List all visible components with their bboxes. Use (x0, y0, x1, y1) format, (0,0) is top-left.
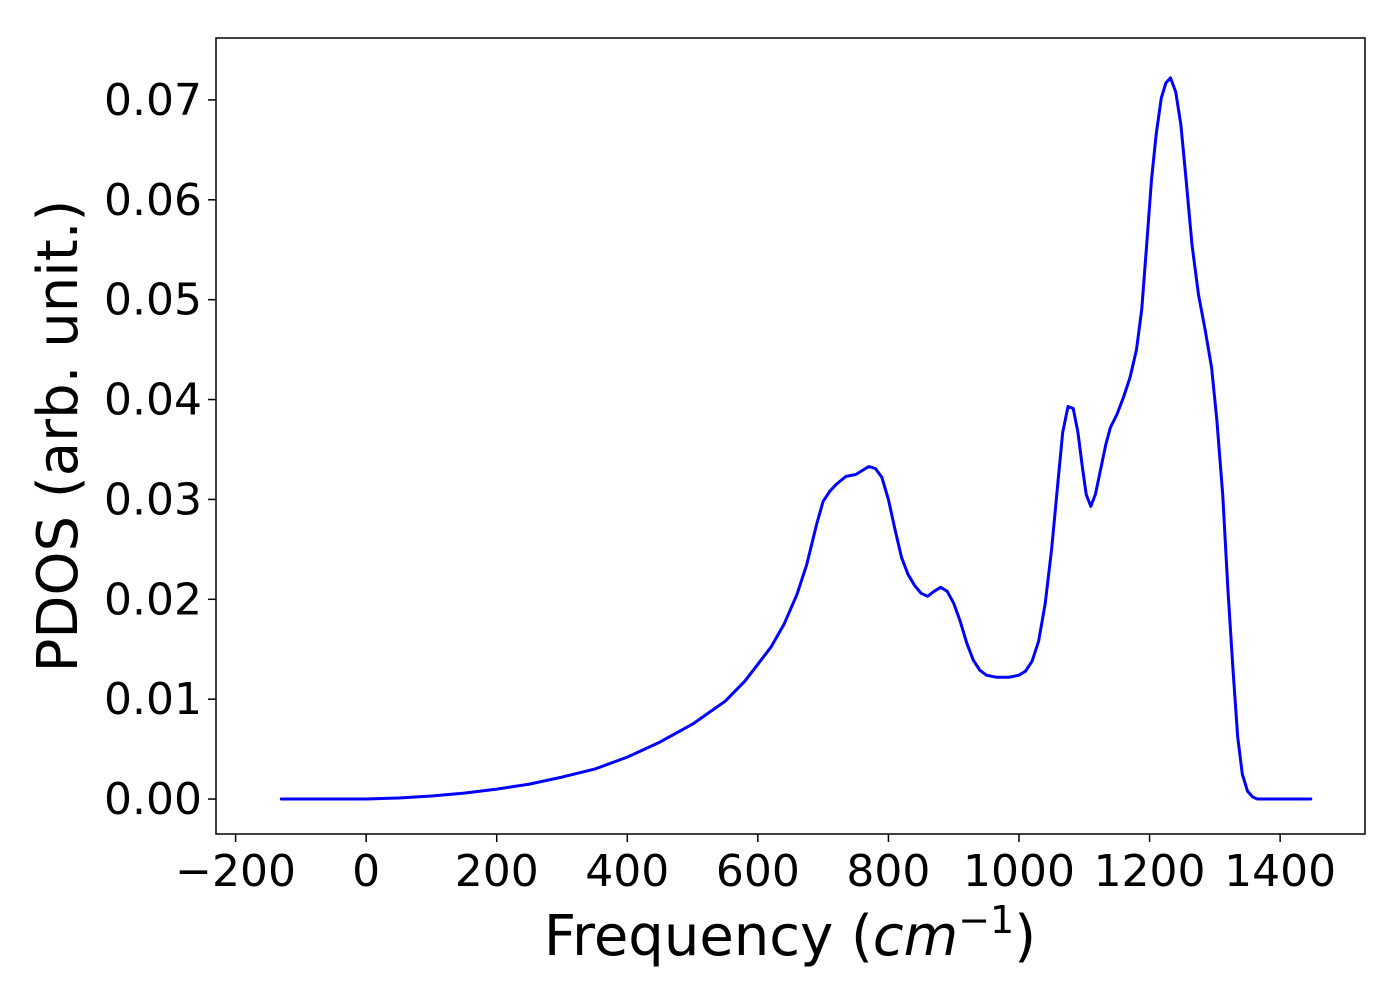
x-axis-title-prefix: Frequency ( (544, 904, 873, 969)
y-tick-label: 0.01 (104, 674, 202, 725)
x-axis-title-suffix: ) (1014, 904, 1036, 969)
x-tick-label: 1400 (1224, 846, 1336, 897)
y-tick-label: 0.00 (104, 774, 202, 825)
y-tick-label: 0.05 (104, 275, 202, 326)
y-tick-label: 0.02 (104, 574, 202, 625)
y-tick-label: 0.03 (104, 474, 202, 525)
x-tick-label: 200 (455, 846, 539, 897)
x-tick-label: 400 (585, 846, 669, 897)
y-tick-label: 0.04 (104, 375, 202, 426)
x-tick-label: −200 (175, 846, 296, 897)
series-line-0 (279, 76, 1313, 801)
axis-ticks: −200 0 200 400 600 800 1000 1200 1400 0.00 0.01 0.0… (104, 75, 1336, 897)
x-axis-title: Frequency (cm−1) (544, 898, 1036, 969)
y-tick-label: 0.06 (104, 175, 202, 226)
x-tick-label: 0 (352, 846, 380, 897)
x-tick-label: 600 (716, 846, 800, 897)
x-axis-title-exponent: −1 (958, 898, 1014, 942)
x-tick-label: 1000 (963, 846, 1075, 897)
y-axis-title: PDOS (arb. unit.) (26, 200, 91, 673)
x-tick-label: 800 (846, 846, 930, 897)
x-tick-label: 1200 (1094, 846, 1206, 897)
y-tick-label: 0.07 (104, 75, 202, 126)
plot-area (279, 76, 1313, 801)
plot-frame (215, 37, 1366, 835)
x-axis-title-unit: cm (873, 904, 958, 969)
